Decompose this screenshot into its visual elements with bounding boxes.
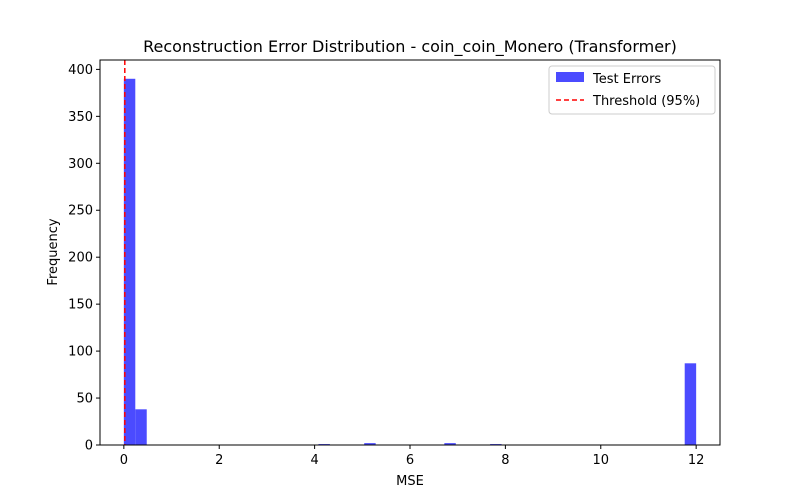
x-tick-label: 8 (501, 453, 509, 468)
x-tick-label: 10 (592, 453, 609, 468)
chart-title: Reconstruction Error Distribution - coin… (143, 37, 677, 57)
x-tick-label: 4 (310, 453, 318, 468)
y-tick-label: 50 (76, 392, 93, 407)
legend: Test Errors Threshold (95%) (548, 65, 716, 115)
y-tick-label: 0 (85, 439, 93, 454)
histogram-bars (123, 78, 697, 445)
histogram-bar (364, 443, 376, 445)
legend-box (548, 65, 716, 115)
x-tick-label: 6 (406, 453, 414, 468)
y-tick-label: 400 (68, 63, 93, 78)
plot-frame (99, 59, 721, 446)
histogram-bar (684, 363, 697, 445)
y-tick-label: 250 (68, 204, 93, 219)
y-tick-label: 200 (68, 251, 93, 266)
legend-label-threshold: Threshold (95%) (592, 94, 700, 109)
histogram-bar (135, 409, 147, 445)
x-tick-label: 0 (120, 453, 128, 468)
x-tick-label: 2 (215, 453, 223, 468)
x-tick-label: 12 (688, 453, 705, 468)
legend-label-test-errors: Test Errors (592, 72, 661, 87)
y-tick-label: 150 (68, 298, 93, 313)
y-axis-ticks: 0 50 100 150 200 250 300 350 400 (68, 63, 100, 454)
legend-patch-test-errors (556, 72, 584, 82)
y-tick-label: 300 (68, 157, 93, 172)
y-tick-label: 350 (68, 110, 93, 125)
y-tick-label: 100 (68, 345, 93, 360)
y-axis-label: Frequency (46, 218, 61, 285)
histogram-bar (444, 443, 456, 445)
histogram-bar (123, 78, 136, 445)
x-axis-label: MSE (396, 474, 424, 489)
x-axis-ticks: 0 2 4 6 8 10 12 (120, 445, 705, 468)
